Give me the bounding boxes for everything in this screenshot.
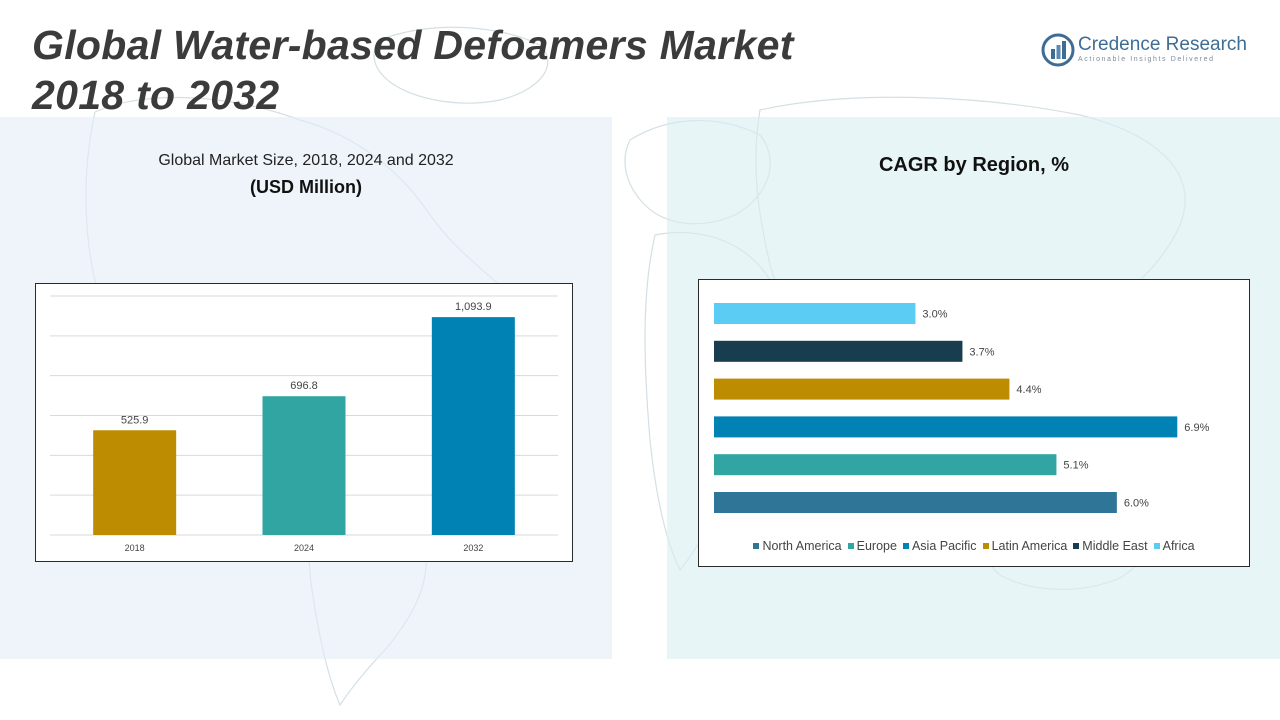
page-title-line1: Global Water-based Defoamers Market (32, 22, 794, 68)
page-title-line2: 2018 to 2032 (32, 72, 280, 118)
bar-asia-pacific (714, 416, 1178, 438)
bar-value-label: 525.9 (121, 414, 149, 426)
legend-label: Latin America (991, 539, 1068, 553)
market-size-chart-title: Global Market Size, 2018, 2024 and 2032 (158, 152, 454, 169)
legend-swatch (753, 543, 760, 549)
legend-item-europe: Europe (847, 539, 897, 553)
cagr-legend: North America Europe Asia Pacific Latin Ame… (699, 539, 1249, 553)
legend-item-north-america: North America (753, 539, 842, 553)
legend-swatch (902, 543, 909, 549)
market-size-chart: 525.9 2018 696.8 2024 1,093.9 2032 (35, 283, 573, 562)
legend-swatch (1153, 543, 1160, 549)
bar-latin-america (714, 378, 1010, 400)
bar-value-label: 4.4% (1016, 384, 1041, 396)
market-size-chart-plot: 525.9 2018 696.8 2024 1,093.9 2032 (50, 295, 558, 553)
bar-value-label: 5.1% (1063, 460, 1088, 472)
legend-item-latin-america: Latin America (982, 539, 1068, 553)
bar-2032 (431, 317, 515, 535)
legend-swatch (847, 543, 854, 549)
logo-tagline: Actionable Insights Delivered (1078, 56, 1215, 63)
legend-label: Middle East (1082, 539, 1148, 553)
legend-label: Asia Pacific (911, 539, 977, 553)
logo-name: Credence Research (1078, 34, 1247, 55)
credence-research-logo: Credence Research Actionable Insights De… (1040, 32, 1260, 68)
legend-item-middle-east: Middle East (1073, 539, 1148, 553)
x-tick-label: 2032 (463, 543, 483, 553)
bar-europe (714, 454, 1057, 476)
bar-value-label: 6.0% (1124, 498, 1149, 510)
bar-middle-east (714, 340, 963, 362)
market-size-chart-subtitle: (USD Million) (250, 177, 362, 197)
legend-label: Europe (856, 539, 897, 553)
bar-chart-circle-icon (1041, 33, 1075, 67)
legend-label: Africa (1162, 539, 1195, 553)
bar-2024 (262, 396, 346, 535)
bar-2018 (93, 430, 177, 535)
x-tick-label: 2024 (294, 543, 314, 553)
cagr-chart: 3.0% 3.7% 4.4% 6.9% 5.1% 6.0% North America Eu… (698, 279, 1250, 567)
bar-value-label: 696.8 (290, 380, 318, 392)
bar-value-label: 3.0% (922, 309, 947, 321)
legend-swatch (1073, 543, 1080, 549)
bar-north-america (714, 492, 1117, 513)
legend-label: North America (762, 539, 842, 553)
legend-item-africa: Africa (1153, 539, 1195, 553)
bar-africa (714, 303, 916, 324)
bar-value-label: 1,093.9 (455, 301, 492, 313)
cagr-chart-title: CAGR by Region, % (878, 154, 1069, 176)
bar-value-label: 6.9% (1184, 422, 1209, 434)
x-tick-label: 2018 (125, 543, 145, 553)
bar-value-label: 3.7% (969, 346, 994, 358)
cagr-chart-plot: 3.0% 3.7% 4.4% 6.9% 5.1% 6.0% (714, 303, 1210, 513)
legend-item-asia-pacific: Asia Pacific (902, 539, 977, 553)
legend-swatch (982, 543, 989, 549)
page-title: Global Water-based Defoamers Market 2018… (32, 20, 794, 120)
